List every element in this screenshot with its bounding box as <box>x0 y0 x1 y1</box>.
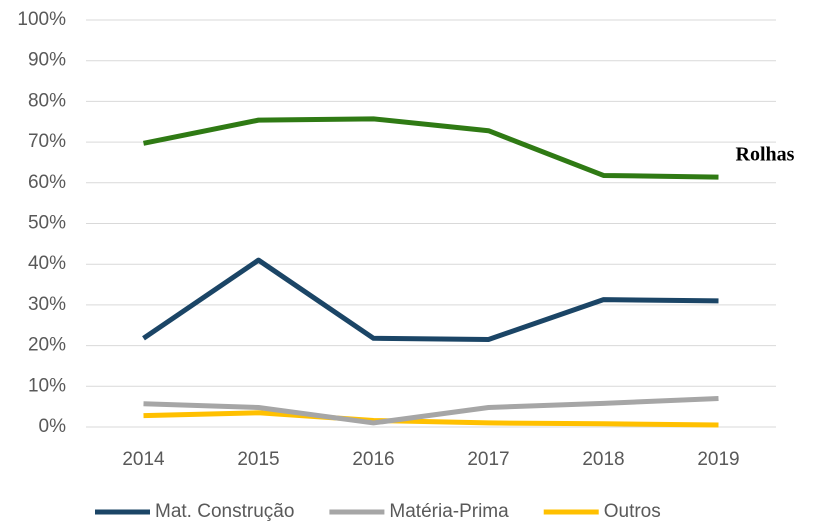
y-tick-label: 50% <box>28 213 66 234</box>
y-tick-label: 0% <box>39 416 67 437</box>
series-line <box>143 396 719 426</box>
series-label: Rolhas <box>736 144 795 166</box>
legend-label: Matéria-Prima <box>389 501 509 522</box>
series-line <box>142 257 719 342</box>
series-line <box>143 410 719 428</box>
legend-label: Mat. Construção <box>155 501 294 522</box>
y-tick-label: 20% <box>28 335 66 356</box>
y-tick-label: 40% <box>28 253 66 274</box>
y-tick-label: 70% <box>28 131 66 152</box>
y-tick-label: 10% <box>28 375 66 396</box>
y-tick-label: 30% <box>28 294 66 315</box>
y-tick-label: 80% <box>28 90 66 111</box>
series-line <box>143 116 719 180</box>
x-tick-label: 2017 <box>467 449 509 470</box>
x-tick-label: 2015 <box>237 449 279 470</box>
x-tick-label: 2019 <box>697 449 739 470</box>
legend-label: Outros <box>604 501 661 522</box>
y-tick-label: 60% <box>28 172 66 193</box>
x-tick-label: 2018 <box>582 449 624 470</box>
y-tick-label: 90% <box>28 50 66 71</box>
y-tick-label: 100% <box>17 9 66 30</box>
x-tick-label: 2014 <box>122 449 165 470</box>
x-tick-label: 2016 <box>352 449 394 470</box>
